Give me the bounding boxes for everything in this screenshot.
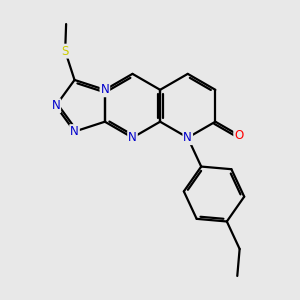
Text: N: N: [51, 99, 60, 112]
Text: S: S: [61, 45, 69, 58]
Text: N: N: [183, 131, 192, 144]
Text: N: N: [100, 83, 109, 96]
Text: N: N: [70, 125, 79, 138]
Text: O: O: [234, 129, 244, 142]
Text: N: N: [128, 131, 137, 144]
